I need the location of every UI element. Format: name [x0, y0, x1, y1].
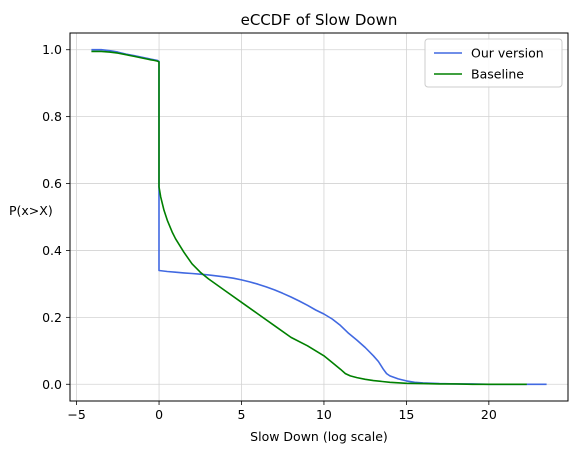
legend-box	[424, 38, 563, 88]
grid	[70, 33, 568, 401]
chart-title: eCCDF of Slow Down	[241, 11, 398, 29]
plot-lines	[91, 48, 547, 386]
y-tick-label: 1.0	[42, 42, 62, 57]
y-tick-label: 0.8	[42, 109, 62, 124]
plot-frame	[69, 32, 569, 402]
axis-ticks: −5 0 5 10 15 20 0.0 0.2 0.4 0.6 0.8 1.0	[42, 42, 497, 422]
y-tick-label: 0.6	[42, 176, 62, 191]
x-tick-label: 0	[155, 407, 163, 422]
x-axis-label: Slow Down (log scale)	[250, 429, 388, 444]
legend-label: Our version	[471, 46, 544, 61]
x-tick-label: −5	[67, 407, 85, 422]
series-line-baseline	[91, 50, 527, 386]
y-axis-label: P(x>X)	[9, 203, 53, 218]
y-tick-label: 0.0	[42, 377, 62, 392]
legend-label: Baseline	[471, 67, 524, 82]
x-tick-label: 10	[316, 407, 332, 422]
x-tick-label: 15	[398, 407, 414, 422]
y-tick-label: 0.4	[42, 243, 62, 258]
x-tick-label: 5	[238, 407, 246, 422]
x-tick-label: 20	[481, 407, 497, 422]
y-tick-label: 0.2	[42, 310, 62, 325]
legend: Our version Baseline	[424, 38, 563, 88]
